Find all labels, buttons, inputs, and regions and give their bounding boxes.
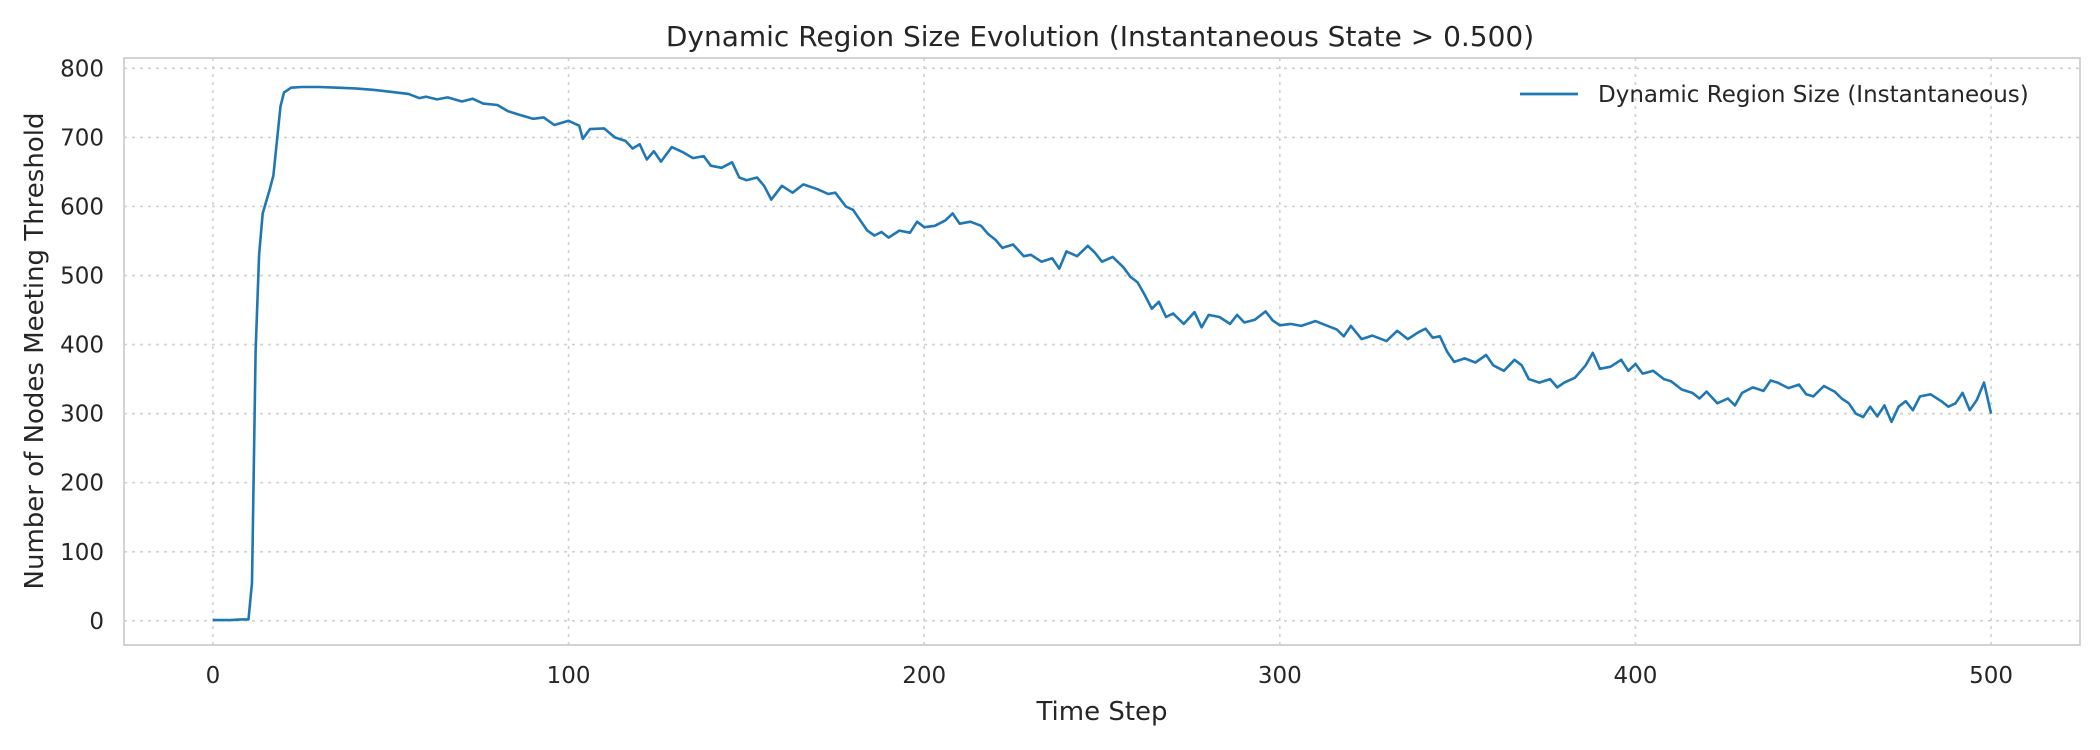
y-tick-label: 800 [60,56,104,82]
y-tick-label: 400 [60,333,104,359]
y-tick-label: 600 [60,194,104,220]
x-tick-label: 400 [1614,663,1658,689]
legend: Dynamic Region Size (Instantaneous) [1520,82,2029,108]
series-group [212,85,1993,622]
chart-title: Dynamic Region Size Evolution (Instantan… [666,20,1534,53]
y-axis-label: Number of Nodes Meeting Threshold [20,113,50,590]
grid-lines [124,58,2080,645]
series-line [212,85,1993,622]
x-tick-label: 200 [902,663,946,689]
legend-label: Dynamic Region Size (Instantaneous) [1598,82,2029,108]
y-tick-label: 0 [89,609,104,635]
x-axis-ticks: 0 100 200 300 400 500 [206,663,2013,689]
x-axis-label: Time Step [1035,697,1167,727]
y-tick-label: 200 [60,471,104,497]
y-tick-label: 300 [60,402,104,428]
y-tick-label: 100 [60,540,104,566]
y-tick-label: 700 [60,125,104,151]
y-tick-label: 500 [60,264,104,290]
x-tick-label: 300 [1258,663,1302,689]
x-tick-label: 500 [1969,663,2013,689]
y-axis-ticks: 0 100 200 300 400 500 600 700 800 [60,56,104,634]
x-tick-label: 0 [206,663,221,689]
plot-frame [123,57,2081,646]
x-tick-label: 100 [547,663,591,689]
